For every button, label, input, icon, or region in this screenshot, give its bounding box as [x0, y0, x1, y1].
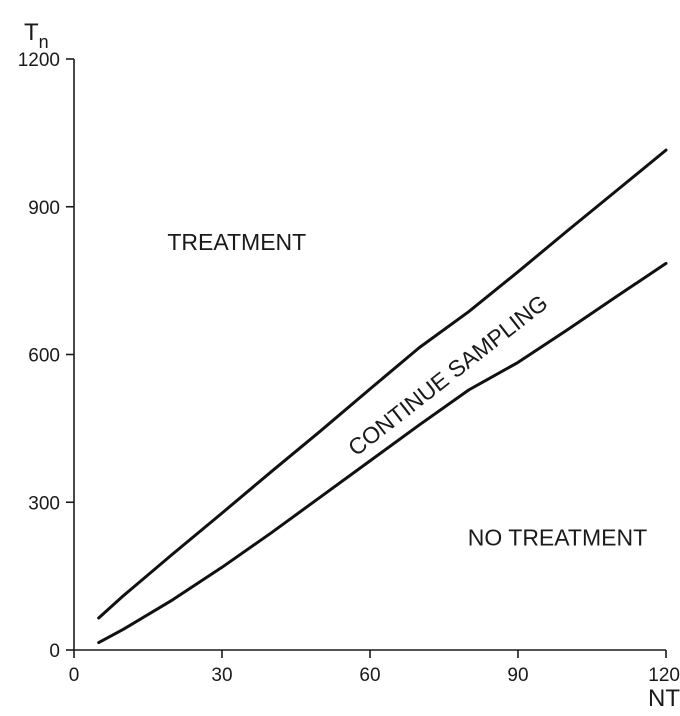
x-tick-label: 120 — [648, 665, 680, 686]
y-tick-label: 900 — [28, 198, 60, 219]
y-tick-label: 300 — [28, 493, 60, 514]
no-treatment-label: NO TREATMENT — [468, 524, 647, 550]
y-tick-label: 0 — [49, 641, 60, 662]
y-axis-title-main: T — [24, 19, 39, 46]
x-tick-label: 30 — [211, 665, 232, 686]
y-axis-title-subscript: n — [39, 32, 49, 52]
x-tick-label: 0 — [69, 665, 80, 686]
y-axis-title: Tn — [24, 19, 49, 52]
x-tick-label: 90 — [507, 665, 528, 686]
annotations: TREATMENT CONTINUE SAMPLING NO TREATMENT — [167, 229, 647, 551]
continue-sampling-label: CONTINUE SAMPLING — [343, 289, 552, 461]
y-tick-label: 1200 — [18, 50, 60, 71]
lower-decision-line — [97, 261, 668, 645]
y-tick-label: 600 — [28, 346, 60, 367]
upper-decision-line — [97, 148, 668, 620]
x-tick-label: 60 — [359, 665, 380, 686]
ticks: 0 300 600 900 1200 0 30 60 90 120 — [18, 50, 680, 686]
series-lines — [97, 148, 668, 645]
x-axis-title: NT — [648, 685, 680, 712]
treatment-label: TREATMENT — [167, 229, 306, 255]
